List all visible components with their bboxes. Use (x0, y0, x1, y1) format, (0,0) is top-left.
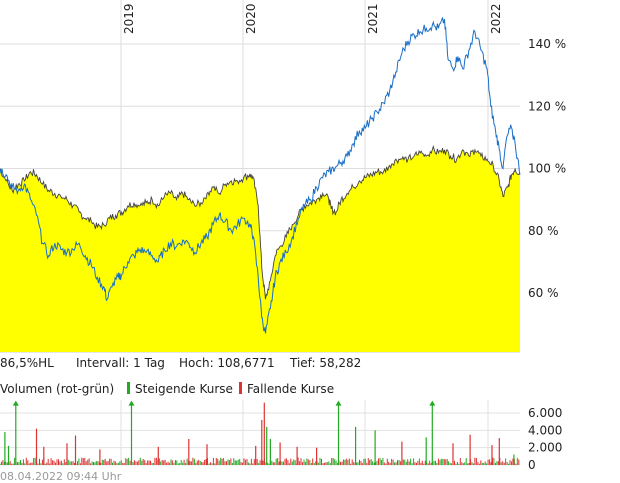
volume-cap-arrow (12, 400, 19, 406)
interval-label: Intervall: 1 Tag (76, 356, 165, 370)
y-tick-label: 60 % (528, 286, 559, 300)
legend-down-label: Fallende Kurse (247, 382, 334, 396)
price-area-fill (0, 146, 520, 352)
volume-y-tick-label: 4.000 (528, 423, 562, 437)
price-area (0, 144, 521, 352)
x-tick-label: 2019 (122, 3, 136, 34)
legend-down-swatch (239, 382, 242, 394)
volume-title: Volumen (rot-grün) (0, 382, 114, 396)
x-tick-label: 2021 (366, 3, 380, 34)
y-tick-label: 80 % (528, 224, 559, 238)
x-tick-label: 2022 (489, 3, 503, 34)
volume-y-tick-label: 0 (528, 458, 536, 472)
volume-grid (0, 400, 520, 466)
volume-y-ticks: 6.000 4.000 2.000 0 (528, 406, 562, 472)
low-label: Tief: 58,282 (289, 356, 361, 370)
volume-y-tick-label: 2.000 (528, 441, 562, 455)
info-row: 86,5%HL Intervall: 1 Tag Hoch: 108,6771 … (0, 356, 361, 370)
volume-cap-arrow (335, 400, 342, 406)
price-area-outline (0, 144, 521, 300)
benchmark-line (0, 17, 521, 334)
y-tick-label: 140 % (528, 37, 566, 51)
y-tick-label: 100 % (528, 162, 566, 176)
timestamp: 08.04.2022 09:44 Uhr (0, 470, 122, 483)
y-ticks: 140 % 120 % 100 % 80 % 60 % (528, 37, 566, 300)
volume-y-tick-label: 6.000 (528, 406, 562, 420)
y-tick-label: 120 % (528, 99, 566, 113)
high-label: Hoch: 108,6771 (179, 356, 275, 370)
legend-up-swatch (127, 382, 130, 394)
volume-bars (0, 400, 520, 465)
volume-cap-arrow (429, 400, 436, 406)
legend-up-label: Steigende Kurse (135, 382, 233, 396)
x-tick-label: 2020 (244, 3, 258, 34)
volume-legend: Volumen (rot-grün) Steigende Kurse Falle… (0, 382, 334, 396)
benchmark-line-path (0, 17, 521, 334)
performance-label: 86,5%HL (0, 356, 54, 370)
volume-cap-arrow (128, 400, 135, 406)
x-ticks: 2019 2020 2021 2022 (122, 3, 503, 34)
